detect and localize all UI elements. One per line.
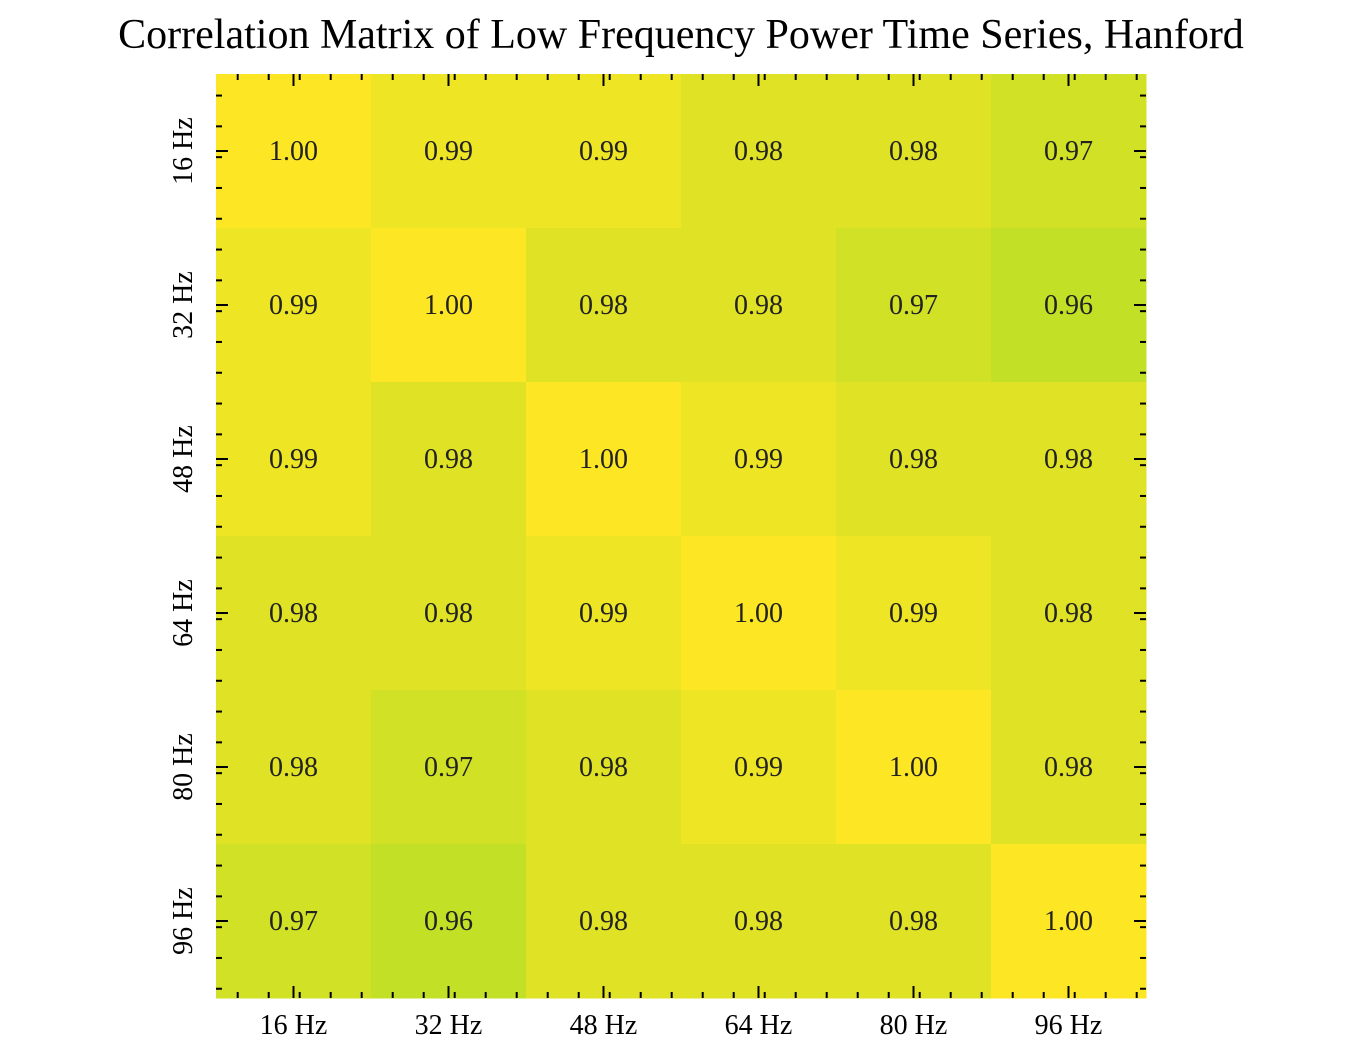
- cell-value-label: 0.97: [424, 752, 473, 783]
- heatmap-cell: [371, 536, 527, 691]
- x-tick-label: 48 Hz: [570, 1010, 638, 1041]
- heatmap-cell: [216, 74, 372, 229]
- cell-value-label: 0.99: [269, 290, 318, 321]
- cell-value-label: 0.98: [269, 752, 318, 783]
- y-tick-label: 80 Hz: [168, 733, 199, 801]
- heatmap-cell: [216, 536, 372, 691]
- cell-value-label: 0.99: [269, 444, 318, 475]
- cell-value-label: 0.96: [424, 906, 473, 937]
- heatmap-cell: [371, 690, 527, 845]
- heatmap-cell: [836, 228, 992, 383]
- heatmap-cell: [216, 844, 372, 999]
- chart-title: Correlation Matrix of Low Frequency Powe…: [118, 12, 1244, 58]
- cell-value-label: 0.96: [1044, 290, 1093, 321]
- y-tick-label: 64 Hz: [168, 579, 199, 647]
- heatmap-cell: [681, 74, 837, 229]
- x-tick-label: 96 Hz: [1035, 1010, 1103, 1041]
- heatmap-cell: [991, 74, 1147, 229]
- heatmap-cell: [526, 382, 682, 537]
- axis-ticks: [216, 74, 1146, 998]
- heatmap-cell: [526, 228, 682, 383]
- heatmap-cell: [371, 74, 527, 229]
- cell-value-label: 1.00: [424, 290, 473, 321]
- cell-value-label: 1.00: [889, 752, 938, 783]
- cell-value-label: 0.98: [424, 444, 473, 475]
- y-tick-label: 16 Hz: [168, 117, 199, 185]
- cell-value-label: 1.00: [269, 136, 318, 167]
- cell-value-label: 0.99: [424, 136, 473, 167]
- heatmap-cell: [216, 382, 372, 537]
- heatmap-cell: [371, 228, 527, 383]
- heatmap-cell: [526, 536, 682, 691]
- x-tick-label: 80 Hz: [880, 1010, 948, 1041]
- heatmap-cell: [681, 382, 837, 537]
- cell-value-label: 0.98: [579, 906, 628, 937]
- x-axis-tick-labels: 16 Hz 32 Hz 48 Hz 64 Hz 80 Hz 96 Hz: [260, 1010, 1103, 1041]
- heatmap-cell: [836, 536, 992, 691]
- heatmap-cell-labels: 1.00 0.99 0.99 0.98 0.98 0.97 0.99 1.00 0.98 0.98…: [269, 136, 1093, 937]
- heatmap-cell: [681, 536, 837, 691]
- cell-value-label: 0.97: [269, 906, 318, 937]
- cell-value-label: 0.98: [734, 136, 783, 167]
- cell-value-label: 0.98: [579, 290, 628, 321]
- heatmap-cell: [991, 536, 1147, 691]
- heatmap-cell: [991, 844, 1147, 999]
- heatmap-cell: [681, 690, 837, 845]
- cell-value-label: 0.99: [734, 752, 783, 783]
- cell-value-label: 0.98: [1044, 444, 1093, 475]
- cell-value-label: 0.99: [734, 444, 783, 475]
- cell-value-label: 0.97: [889, 290, 938, 321]
- cell-value-label: 0.98: [579, 752, 628, 783]
- heatmap-cell: [836, 74, 992, 229]
- heatmap-cell: [836, 690, 992, 845]
- x-tick-label: 32 Hz: [415, 1010, 483, 1041]
- cell-value-label: 0.99: [889, 598, 938, 629]
- heatmap-cells: [216, 74, 1147, 999]
- heatmap-cell: [526, 690, 682, 845]
- heatmap-cell: [991, 228, 1147, 383]
- heatmap-cell: [991, 690, 1147, 845]
- heatmap-cell: [371, 382, 527, 537]
- heatmap-cell: [991, 382, 1147, 537]
- cell-value-label: 0.98: [889, 906, 938, 937]
- heatmap-cell: [836, 844, 992, 999]
- y-tick-label: 96 Hz: [168, 887, 199, 955]
- y-axis-tick-labels: 16 Hz 32 Hz 48 Hz 64 Hz 80 Hz 96 Hz: [168, 117, 199, 955]
- cell-value-label: 0.97: [1044, 136, 1093, 167]
- cell-value-label: 0.98: [889, 444, 938, 475]
- heatmap-cell: [526, 844, 682, 999]
- heatmap-cell: [216, 690, 372, 845]
- cell-value-label: 1.00: [734, 598, 783, 629]
- heatmap-cell: [681, 844, 837, 999]
- cell-value-label: 1.00: [1044, 906, 1093, 937]
- heatmap-cell: [526, 74, 682, 229]
- cell-value-label: 0.98: [1044, 752, 1093, 783]
- y-tick-label: 48 Hz: [168, 425, 199, 493]
- cell-value-label: 0.98: [269, 598, 318, 629]
- cell-value-label: 0.98: [734, 290, 783, 321]
- heatmap-cell: [836, 382, 992, 537]
- cell-value-label: 0.98: [424, 598, 473, 629]
- cell-value-label: 1.00: [579, 444, 628, 475]
- cell-value-label: 0.98: [734, 906, 783, 937]
- x-tick-label: 16 Hz: [260, 1010, 328, 1041]
- cell-value-label: 0.99: [579, 136, 628, 167]
- heatmap-cell: [216, 228, 372, 383]
- cell-value-label: 0.98: [1044, 598, 1093, 629]
- cell-value-label: 0.99: [579, 598, 628, 629]
- heatmap-cell: [371, 844, 527, 999]
- cell-value-label: 0.98: [889, 136, 938, 167]
- x-tick-label: 64 Hz: [725, 1010, 793, 1041]
- y-tick-label: 32 Hz: [168, 271, 199, 339]
- heatmap-cell: [681, 228, 837, 383]
